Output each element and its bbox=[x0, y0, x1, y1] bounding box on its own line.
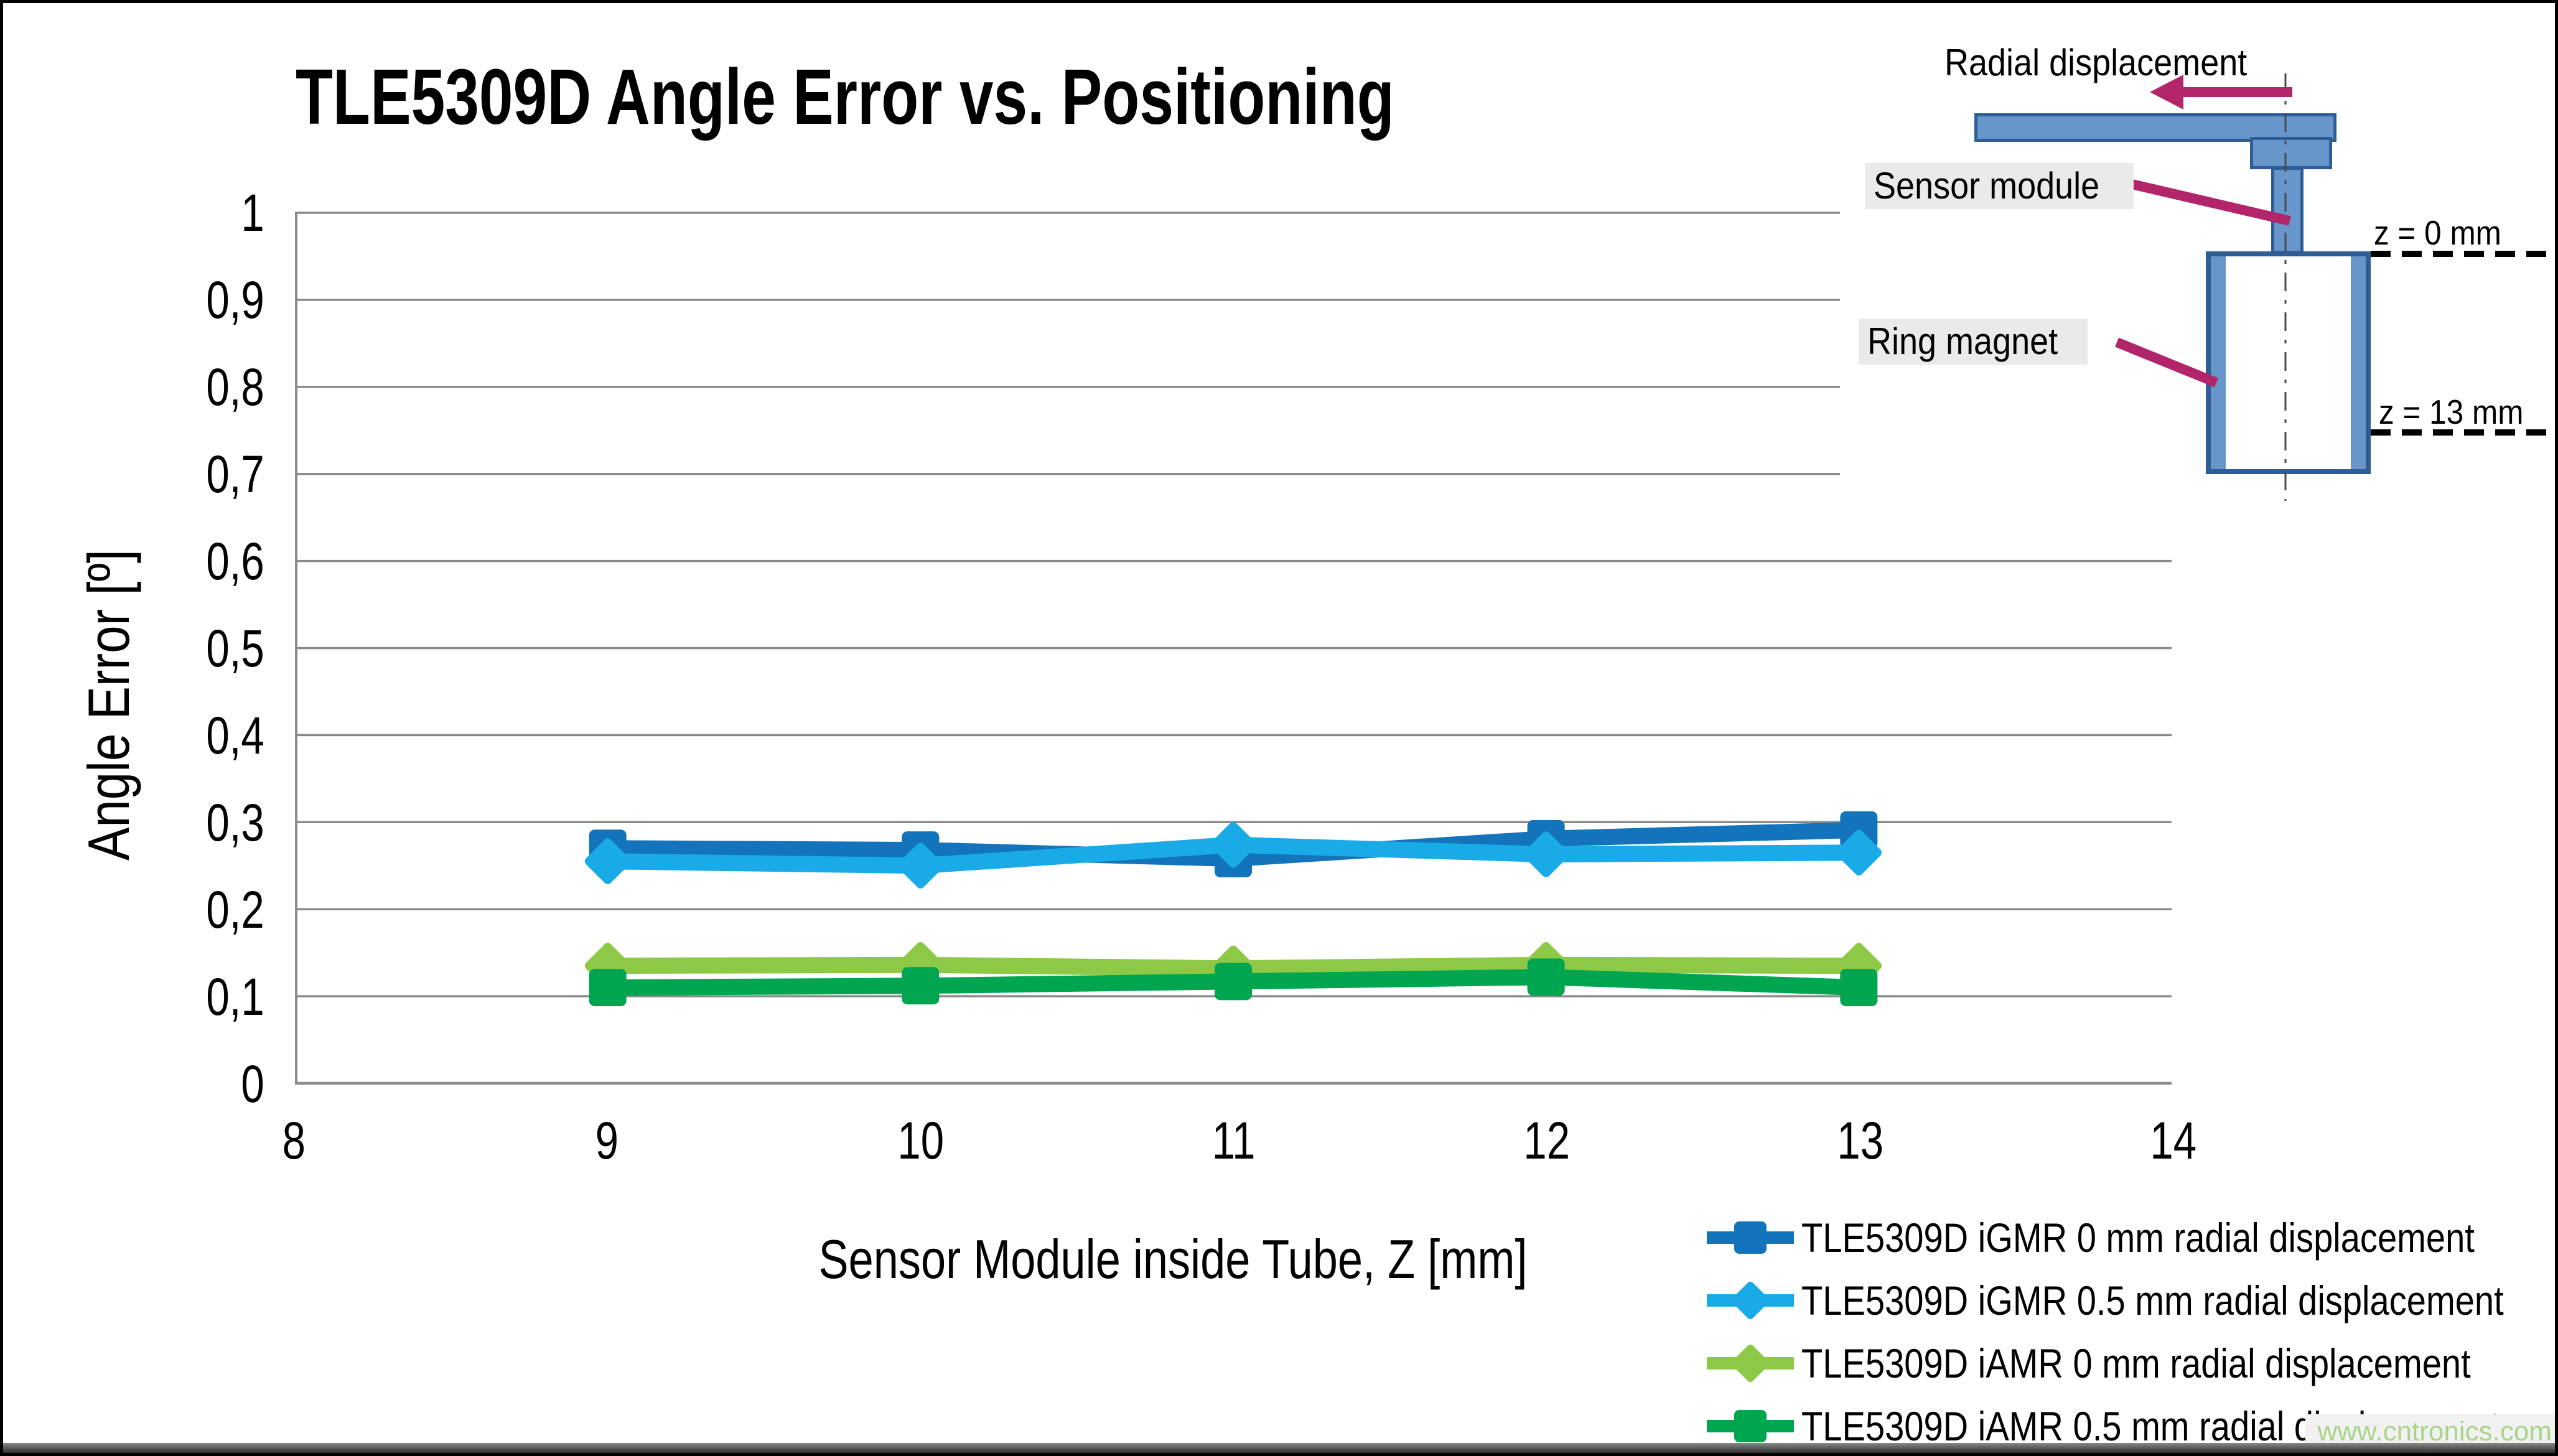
y-tick: 0,6 bbox=[206, 532, 264, 590]
legend-label: TLE5309D iGMR 0.5 mm radial displacement bbox=[1801, 1277, 2504, 1323]
y-tick: 0,4 bbox=[206, 706, 264, 765]
sensor-module-label: Sensor module bbox=[1865, 163, 2134, 209]
chart-title: TLE5309D Angle Error vs. Positioning bbox=[296, 53, 1394, 141]
inset-diagram: Radial displacement Sensor module Ring m… bbox=[1840, 19, 2555, 535]
x-tick: 10 bbox=[897, 1111, 945, 1170]
radial-displacement-label: Radial displacement bbox=[1944, 42, 2248, 83]
x-tick: 14 bbox=[2150, 1111, 2197, 1170]
y-tick: 0 bbox=[241, 1055, 264, 1113]
x-tick: 8 bbox=[282, 1111, 306, 1170]
y-tick: 0,5 bbox=[206, 619, 264, 678]
plot-area bbox=[295, 212, 2172, 1085]
radial-arrow-head bbox=[2150, 75, 2183, 110]
y-tick: 0,3 bbox=[206, 793, 264, 852]
legend-marker-square bbox=[1707, 1404, 1794, 1449]
y-tick: 0,7 bbox=[206, 445, 264, 503]
inset-overlay bbox=[2114, 73, 2552, 501]
legend-label: TLE5309D iGMR 0 mm radial displacement bbox=[1801, 1215, 2475, 1261]
x-tick: 12 bbox=[1523, 1111, 1571, 1170]
x-tick: 13 bbox=[1837, 1111, 1884, 1170]
y-tick: 1 bbox=[241, 184, 264, 242]
legend-label: TLE5309D iAMR 0 mm radial displacement bbox=[1801, 1340, 2471, 1386]
magnet-pointer bbox=[2114, 337, 2219, 388]
sensor-pointer bbox=[2128, 179, 2291, 226]
ring-magnet-label: Ring magnet bbox=[1859, 319, 2088, 365]
legend-marker-square bbox=[1707, 1215, 1794, 1260]
x-tick: 9 bbox=[595, 1111, 618, 1170]
y-tick: 0,1 bbox=[206, 968, 264, 1026]
x-tick: 11 bbox=[1212, 1111, 1256, 1170]
z0-label: z = 0 mm bbox=[2374, 213, 2501, 252]
y-tick: 0,8 bbox=[206, 358, 264, 416]
z13-label: z = 13 mm bbox=[2379, 393, 2524, 431]
fixture-bar bbox=[1974, 113, 2336, 142]
y-tick: 0,9 bbox=[206, 271, 264, 329]
ring-magnet bbox=[2206, 251, 2371, 474]
legend-marker-diamond bbox=[1707, 1278, 1794, 1323]
magnet-right-wall bbox=[2351, 256, 2366, 469]
bottom-border-bar bbox=[3, 1443, 2555, 1453]
legend-marker-diamond bbox=[1707, 1341, 1794, 1386]
x-axis-title: Sensor Module inside Tube, Z [mm] bbox=[818, 1228, 1528, 1290]
magnet-left-wall bbox=[2211, 256, 2226, 469]
y-tick: 0,2 bbox=[206, 880, 264, 939]
